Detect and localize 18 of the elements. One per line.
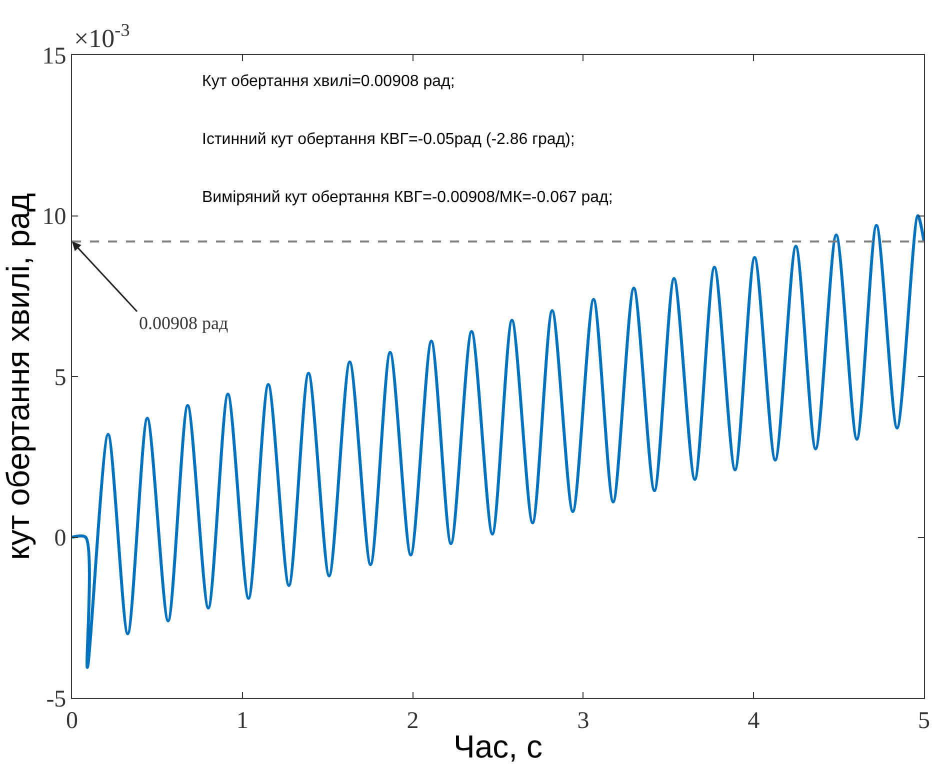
y-tick-label: -5 <box>46 686 66 712</box>
x-tick-label: 4 <box>748 708 760 734</box>
text: ×10$^{-3}$ <box>74 20 130 53</box>
x-tick-label: 3 <box>577 708 590 734</box>
annotation: 0.00908 рад <box>139 313 228 333</box>
y-tick-label: 10 <box>42 204 66 230</box>
x-axis-title: Час, с <box>454 728 542 765</box>
annotation: Виміряний кут обертання КВГ=-0.00908/МК=-0.067 рад; <box>202 189 613 206</box>
y-axis-title: кут обертання хвилі, рад <box>0 192 36 560</box>
x-tick-label: 1 <box>236 708 248 734</box>
line-series <box>72 214 924 669</box>
x-tick-label: 2 <box>406 708 419 734</box>
annotation: Істинний кут обертання КВГ=-0.05рад (-2.86 град); <box>202 131 575 148</box>
y-tick-label: 0 <box>54 526 66 552</box>
y-tick-label: 5 <box>54 364 66 391</box>
annotation: Кут обертання хвилі=0.00908 рад; <box>202 73 455 90</box>
y-tick-label: 15 <box>42 43 66 70</box>
x-tick-label: 5 <box>918 708 930 734</box>
